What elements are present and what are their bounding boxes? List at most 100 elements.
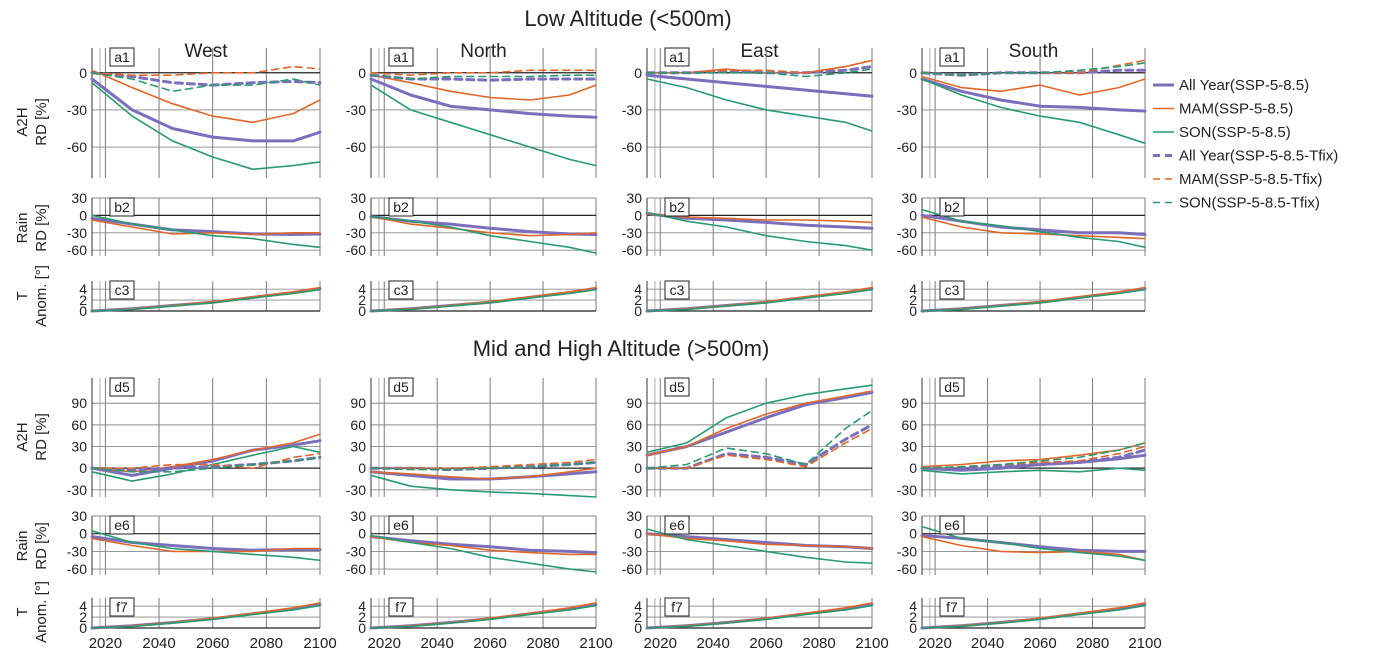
y-tick-label: 0 bbox=[358, 620, 366, 636]
y-tick-label: 60 bbox=[350, 417, 366, 433]
row-label-temp: T Anom. [°] bbox=[14, 265, 50, 327]
panel-high-rain-east: 30 0-30 -60 e6 bbox=[622, 508, 874, 577]
series-line bbox=[369, 535, 598, 555]
panel-label-box bbox=[664, 47, 690, 67]
panel-high-a2h-west: 90 60 30 0 -30 d5 bbox=[67, 377, 322, 498]
series-line bbox=[646, 211, 873, 251]
y-tick-label: 0 bbox=[79, 65, 87, 81]
y-tick-label: 60 bbox=[626, 417, 642, 433]
series-line bbox=[370, 215, 597, 254]
x-tick-label: 2080 bbox=[250, 635, 283, 652]
series-line bbox=[370, 604, 597, 629]
column-title: South bbox=[1009, 41, 1059, 62]
x-tick-label: 2040 bbox=[696, 635, 729, 652]
y-tick-label: -60 bbox=[67, 139, 87, 155]
y-tick-label: -30 bbox=[897, 543, 917, 559]
y-tick-label: 0 bbox=[634, 303, 642, 319]
panel-high-a2h-south: 90 60 30 0 -30 d5 bbox=[897, 377, 1147, 498]
panel-label-box bbox=[664, 515, 690, 535]
y-tick-label: 30 bbox=[901, 508, 917, 524]
y-tick-label: 30 bbox=[626, 508, 642, 524]
y-tick-label: 0 bbox=[79, 526, 87, 542]
series-line bbox=[90, 71, 322, 87]
series-line bbox=[91, 219, 321, 236]
series-line bbox=[921, 288, 1146, 312]
series-line bbox=[921, 208, 1146, 249]
panel-high-a2h-east: 90 60 30 0 -30 d5 bbox=[622, 377, 874, 498]
row-label-line: RD [%] bbox=[33, 98, 50, 146]
panel-label-box bbox=[388, 597, 414, 617]
y-tick-label: 4 bbox=[358, 281, 366, 297]
y-tick-label: 2 bbox=[634, 292, 642, 308]
panel-label: d5 bbox=[393, 379, 409, 395]
panel-label-box bbox=[388, 280, 414, 300]
y-tick-label: 0 bbox=[634, 526, 642, 542]
y-tick-label: -30 bbox=[346, 482, 366, 498]
y-tick-label: 2 bbox=[909, 292, 917, 308]
x-tick-label: 2020 bbox=[368, 635, 401, 652]
series-line bbox=[370, 215, 597, 237]
column-title: West bbox=[185, 41, 229, 62]
y-tick-label: 0 bbox=[634, 460, 642, 476]
y-tick-label: 2 bbox=[358, 609, 366, 625]
y-tick-label: -30 bbox=[346, 102, 366, 118]
legend: All Year(SSP-5-8.5) MAM(SSP-5-8.5) SON(SSP… bbox=[1153, 77, 1338, 212]
panel-label: c3 bbox=[394, 282, 409, 298]
y-tick-label: 0 bbox=[358, 526, 366, 542]
panel-low-temp-south: 420 c3 bbox=[909, 280, 1147, 319]
panel-label: f7 bbox=[116, 599, 128, 615]
row-label-line: Anom. [°] bbox=[33, 265, 50, 327]
y-tick-label: 30 bbox=[350, 508, 366, 524]
x-tick-label: 2040 bbox=[420, 635, 453, 652]
x-tick-label: 2060 bbox=[196, 635, 229, 652]
y-tick-label: 4 bbox=[909, 598, 917, 614]
y-tick-label: 0 bbox=[79, 460, 87, 476]
y-tick-label: 30 bbox=[626, 439, 642, 455]
series-line bbox=[91, 288, 321, 312]
y-tick-label: -60 bbox=[67, 242, 87, 258]
row-label-a2h: A2H RD [%] bbox=[14, 98, 50, 146]
legend-label: MAM(SSP-5-8.5-Tfix) bbox=[1179, 171, 1322, 188]
x-tick-label: 2080 bbox=[526, 635, 559, 652]
panel-label-box bbox=[109, 280, 135, 300]
y-tick-label: 30 bbox=[350, 439, 366, 455]
series-line bbox=[370, 467, 597, 480]
series-line bbox=[920, 448, 1147, 470]
series-line bbox=[370, 84, 597, 167]
x-tick-label: 2100 bbox=[1128, 635, 1161, 652]
y-tick-label: -30 bbox=[67, 102, 87, 118]
y-tick-label: 0 bbox=[909, 303, 917, 319]
series-line bbox=[370, 534, 597, 573]
panel-label: e6 bbox=[393, 517, 409, 533]
y-tick-label: 4 bbox=[634, 598, 642, 614]
panel-low-a2h-east: 0 -30 -60 a1 bbox=[622, 47, 874, 178]
series-line bbox=[646, 78, 873, 132]
panel-label-box bbox=[388, 197, 414, 217]
series-line bbox=[921, 535, 1146, 562]
panel-label: f7 bbox=[671, 599, 683, 615]
series-line bbox=[646, 528, 873, 565]
series-line bbox=[91, 65, 321, 76]
y-tick-label: 0 bbox=[79, 303, 87, 319]
panel-label: d5 bbox=[944, 379, 960, 395]
legend-label: MAM(SSP-5-8.5) bbox=[1179, 101, 1293, 118]
panel-label: c3 bbox=[945, 282, 960, 298]
y-tick-label: 4 bbox=[909, 281, 917, 297]
series-line bbox=[921, 62, 1146, 76]
series-line bbox=[90, 455, 322, 472]
legend-label: All Year(SSP-5-8.5-Tfix) bbox=[1179, 148, 1338, 165]
y-tick-label: 60 bbox=[71, 417, 87, 433]
panel-label-box bbox=[939, 197, 965, 217]
y-tick-label: -60 bbox=[622, 561, 642, 577]
series-line bbox=[91, 72, 321, 93]
panel-label: a1 bbox=[393, 49, 409, 65]
y-tick-label: -60 bbox=[346, 561, 366, 577]
panel-label: f7 bbox=[395, 599, 407, 615]
legend-label: All Year(SSP-5-8.5) bbox=[1179, 77, 1309, 94]
y-tick-label: -60 bbox=[622, 139, 642, 155]
y-tick-label: 0 bbox=[358, 65, 366, 81]
series-line bbox=[370, 288, 597, 312]
y-tick-label: -60 bbox=[67, 561, 87, 577]
panel-label-box bbox=[664, 197, 690, 217]
